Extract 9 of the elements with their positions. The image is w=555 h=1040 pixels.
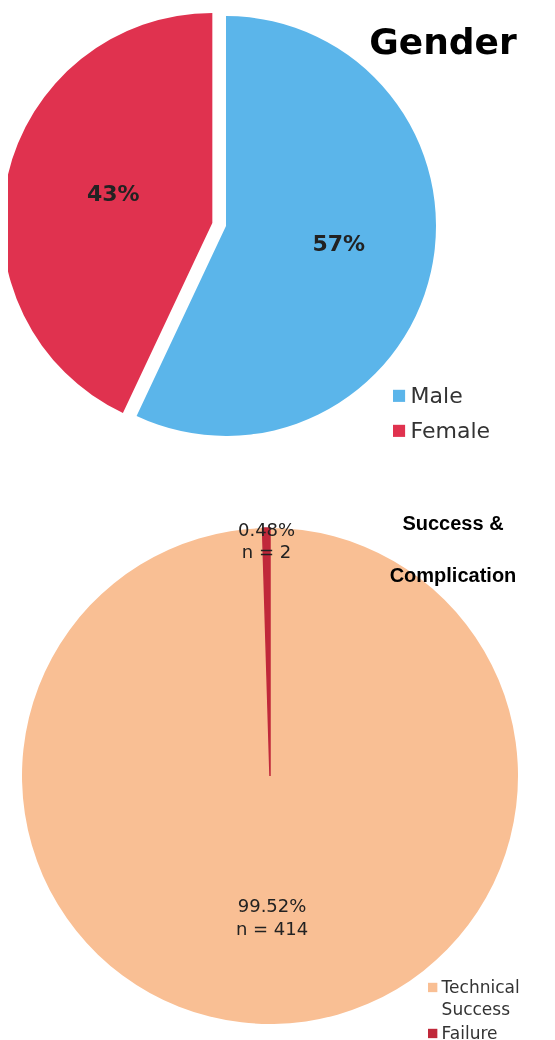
legend-label: Technical Success bbox=[440, 977, 520, 1020]
legend-label: Failure bbox=[441, 1023, 498, 1040]
chart-title: Gender bbox=[369, 21, 518, 62]
chart-title: Success & Complication bbox=[389, 512, 517, 586]
legend-label: Female bbox=[410, 418, 491, 443]
legend-label: Male bbox=[410, 383, 463, 408]
data-label: 57% bbox=[312, 231, 366, 257]
data-label: 99.52% n = 414 bbox=[235, 895, 309, 939]
data-label: 43% bbox=[86, 180, 140, 206]
